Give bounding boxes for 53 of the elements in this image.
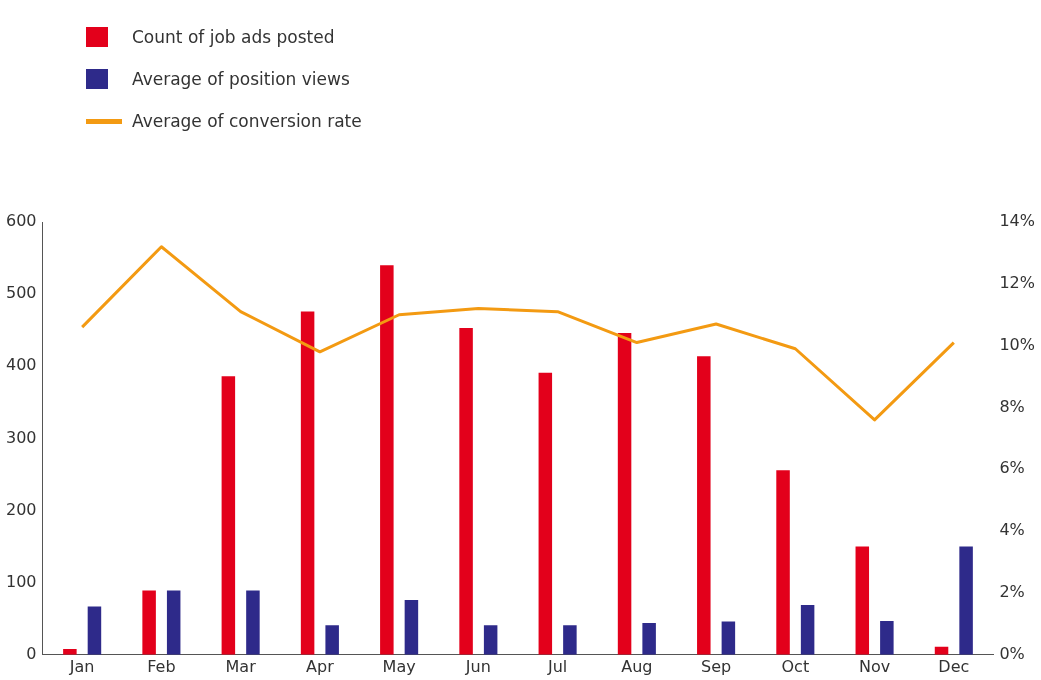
bar xyxy=(404,599,419,655)
y2-tick-label: 10% xyxy=(999,334,1035,354)
bar xyxy=(166,590,181,655)
bar xyxy=(697,356,711,655)
y2-tick-label: 8% xyxy=(999,396,1025,416)
y2-tick-label: 14% xyxy=(999,211,1035,231)
y-tick-label: 100 xyxy=(5,571,37,591)
x-tick-label: Oct xyxy=(781,656,810,676)
bar xyxy=(800,605,815,655)
bar xyxy=(221,376,236,655)
y2-tick-label: 6% xyxy=(999,458,1025,478)
y2-tick-label: 0% xyxy=(999,643,1025,663)
x-tick-label: Aug xyxy=(621,656,653,676)
y-tick-label: 400 xyxy=(5,355,37,375)
bar xyxy=(142,590,156,655)
x-tick-label: Apr xyxy=(306,656,335,676)
x-tick-label: May xyxy=(382,656,416,676)
y-tick-label: 600 xyxy=(5,211,37,231)
bar xyxy=(246,590,260,655)
bar xyxy=(300,311,315,655)
y-tick-label: 0 xyxy=(26,643,37,663)
x-tick-label: Mar xyxy=(225,656,257,676)
bar xyxy=(721,621,736,655)
x-tick-label: Jan xyxy=(68,656,95,676)
y-tick-label: 500 xyxy=(5,283,37,303)
y2-tick-label: 12% xyxy=(999,272,1035,292)
y2-tick-label: 4% xyxy=(999,520,1025,540)
bar xyxy=(959,546,973,655)
bar xyxy=(380,265,394,655)
x-tick-label: Sep xyxy=(701,656,732,676)
bar xyxy=(87,606,102,655)
bar xyxy=(776,470,790,655)
x-tick-label: Nov xyxy=(858,656,891,676)
bar xyxy=(880,620,894,655)
x-tick-label: Jul xyxy=(546,656,568,676)
bar xyxy=(483,625,498,655)
y-tick-label: 300 xyxy=(5,427,37,447)
bar xyxy=(563,625,577,655)
x-tick-label: Dec xyxy=(938,656,970,676)
bar xyxy=(63,649,77,655)
legend-label: Count of job ads posted xyxy=(132,27,335,47)
y2-tick-label: 2% xyxy=(999,582,1025,602)
bar xyxy=(617,333,632,655)
legend-label: Average of position views xyxy=(132,69,350,89)
bar xyxy=(855,546,870,655)
bar xyxy=(642,623,656,655)
x-tick-label: Jun xyxy=(464,656,491,676)
bar xyxy=(325,625,339,655)
bar xyxy=(538,372,553,655)
bar xyxy=(459,328,473,655)
x-tick-label: Feb xyxy=(147,656,176,676)
y-tick-label: 200 xyxy=(5,499,37,519)
legend-label: Average of conversion rate xyxy=(132,111,362,131)
